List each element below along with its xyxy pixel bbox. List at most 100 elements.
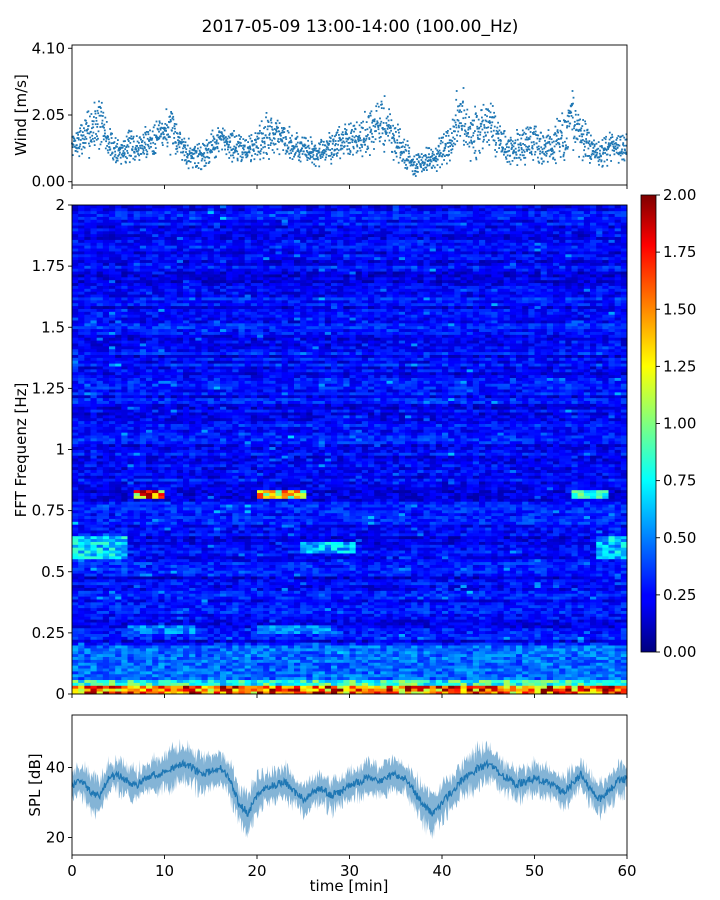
spectrogram-cell xyxy=(343,653,350,658)
wind-point xyxy=(573,127,575,130)
wind-point xyxy=(584,145,586,148)
wind-point xyxy=(563,119,565,122)
wind-point xyxy=(427,147,430,150)
spectrogram-cell xyxy=(220,622,227,626)
spectrogram-cell xyxy=(139,604,147,609)
wind-point xyxy=(572,102,574,105)
spectrogram-cell xyxy=(380,627,387,632)
spectrogram-cell xyxy=(331,607,338,611)
spectrogram-cell xyxy=(596,656,603,660)
wind-point xyxy=(155,134,158,137)
wind-point xyxy=(116,145,118,148)
spectrogram-cell xyxy=(300,650,307,655)
spectrogram-cell xyxy=(559,622,566,626)
spectrogram-cell xyxy=(448,619,455,623)
wind-point xyxy=(585,140,588,143)
spectrogram-cell xyxy=(448,622,455,626)
spectrogram-cell xyxy=(392,665,400,669)
wind-point xyxy=(492,134,494,137)
spectrogram-cell xyxy=(207,630,215,634)
spectrogram-cell xyxy=(534,619,542,623)
wind-point xyxy=(316,156,319,159)
spectrogram-cell xyxy=(300,642,307,646)
spectrogram-cell xyxy=(121,679,128,683)
spectrogram-cell xyxy=(429,685,437,689)
spectrogram-cell xyxy=(596,616,603,620)
spectrogram-cell xyxy=(232,619,239,623)
spectrogram-cell xyxy=(139,679,147,683)
spectrogram-cell xyxy=(257,616,264,620)
wind-point xyxy=(73,145,76,148)
spectrogram-cell xyxy=(509,645,517,649)
wind-point xyxy=(494,144,497,146)
wind-point xyxy=(621,158,624,161)
spectrogram-cell xyxy=(201,610,209,614)
wind-point xyxy=(573,120,576,123)
spectrogram-cell xyxy=(380,670,387,675)
spectrogram-cell xyxy=(608,613,616,617)
spectrogram-cell xyxy=(257,630,264,634)
wind-point xyxy=(587,147,590,150)
spectrogram-cell xyxy=(102,650,110,655)
spectrogram-cell xyxy=(133,656,141,660)
spectrogram-cell xyxy=(491,616,498,620)
wind-point xyxy=(374,125,377,128)
wind-point xyxy=(577,130,580,132)
wind-point xyxy=(479,131,482,134)
wind-point xyxy=(380,120,383,123)
wind-point xyxy=(580,127,583,130)
wind-point xyxy=(247,151,250,154)
spectrogram-cell xyxy=(503,691,511,695)
wind-point xyxy=(326,141,329,144)
spectrogram-cell xyxy=(207,622,215,626)
spectrogram-cell xyxy=(133,668,141,672)
spectrogram-cell xyxy=(448,656,455,660)
spectrogram-cell xyxy=(448,670,455,675)
spectrogram-cell xyxy=(583,622,591,626)
spectrogram-cell xyxy=(602,622,609,626)
wind-point xyxy=(424,161,426,164)
wind-point xyxy=(383,150,386,153)
spectrogram-cell xyxy=(121,670,128,675)
spectrogram-cell xyxy=(232,653,239,658)
spectrogram-cell xyxy=(250,624,258,629)
wind-point xyxy=(106,145,108,147)
spectrogram-cell xyxy=(152,607,159,611)
spectrogram-cell xyxy=(577,616,585,620)
spectrogram-cell xyxy=(164,636,172,640)
wind-point xyxy=(504,148,507,150)
wind-point xyxy=(525,145,527,148)
spectrogram-cell xyxy=(590,633,597,637)
wind-point xyxy=(358,139,360,141)
spectrogram-cell xyxy=(127,688,135,692)
wind-point xyxy=(285,138,288,140)
wind-point xyxy=(379,124,382,127)
spectrogram-cell xyxy=(183,662,190,666)
spectrogram-cell xyxy=(497,682,505,686)
wind-point xyxy=(79,127,81,130)
spectrogram-cell xyxy=(380,630,387,634)
spectrogram-cell xyxy=(429,647,437,652)
wind-point xyxy=(101,115,104,117)
wind-point xyxy=(368,115,370,117)
spectrogram-cell xyxy=(275,630,283,634)
spectrogram-cell xyxy=(343,685,350,689)
spectrogram-cell xyxy=(442,676,449,681)
spectrogram-cell xyxy=(300,668,307,672)
spectrogram-cell xyxy=(411,607,418,611)
wind-point xyxy=(345,129,348,131)
wind-point xyxy=(414,167,417,170)
wind-point xyxy=(571,116,574,119)
spectrogram-cell xyxy=(546,659,554,663)
spectrogram-cell xyxy=(72,659,79,663)
wind-point xyxy=(612,145,615,148)
wind-point xyxy=(268,132,271,135)
wind-point xyxy=(336,152,339,154)
wind-point xyxy=(129,137,132,140)
wind-point xyxy=(298,159,300,162)
wind-point xyxy=(135,135,138,137)
spectrogram-cell xyxy=(417,647,424,652)
wind-point xyxy=(542,135,544,137)
wind-point xyxy=(473,152,476,154)
spectrogram-cell xyxy=(479,653,486,658)
